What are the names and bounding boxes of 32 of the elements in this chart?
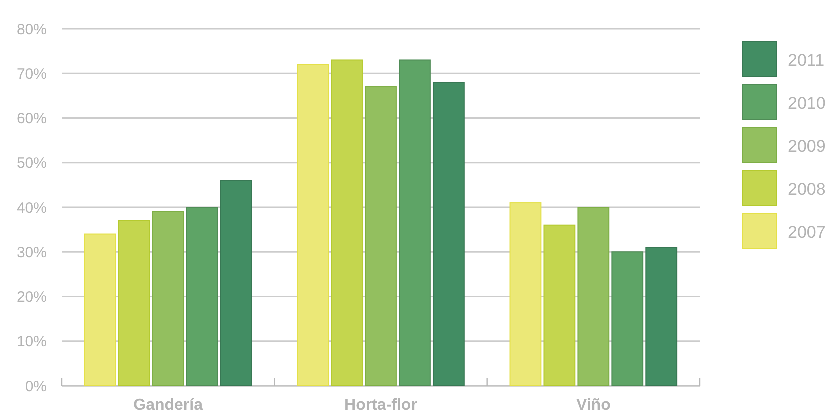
y-tick-label: 30%	[16, 244, 47, 262]
y-tick-label: 10%	[16, 334, 47, 351]
legend-label: 2009	[788, 136, 826, 156]
bar	[578, 207, 610, 386]
bar	[365, 86, 397, 386]
x-tick-label: Viño	[576, 397, 612, 414]
bar	[510, 202, 542, 386]
legend-label: 2008	[788, 180, 826, 199]
bar	[152, 211, 184, 386]
bar	[118, 220, 150, 386]
bar	[331, 60, 363, 386]
bar	[297, 64, 330, 386]
legend-label: 2011	[788, 50, 825, 70]
bar	[220, 180, 252, 386]
bar	[432, 82, 465, 386]
legend-label: 2010	[788, 94, 826, 113]
y-tick-label: 40%	[16, 200, 47, 217]
legend-label: 2007	[788, 222, 826, 242]
y-tick-label: 0%	[25, 378, 47, 396]
y-tick-label: 80%	[16, 21, 47, 38]
x-tick-label: Gandería	[134, 397, 204, 414]
y-tick-label: 60%	[16, 110, 47, 128]
y-tick-label: 70%	[16, 66, 47, 83]
x-tick-label: Horta-flor	[344, 397, 418, 414]
bar	[612, 252, 644, 386]
bar	[399, 60, 431, 386]
bar	[544, 224, 576, 386]
bar	[186, 207, 218, 386]
bar	[646, 247, 678, 386]
bar	[84, 234, 116, 386]
y-tick-label: 50%	[16, 155, 47, 172]
y-tick-label: 20%	[16, 289, 47, 306]
